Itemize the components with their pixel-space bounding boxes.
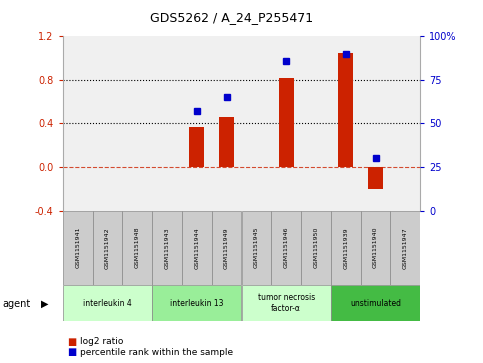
Text: GSM1151946: GSM1151946 (284, 227, 289, 269)
Text: GDS5262 / A_24_P255471: GDS5262 / A_24_P255471 (150, 11, 313, 24)
Text: percentile rank within the sample: percentile rank within the sample (80, 348, 233, 356)
Bar (63, 211, 93, 285)
Text: unstimulated: unstimulated (350, 299, 401, 307)
Bar (331, 285, 420, 321)
Text: GSM1151941: GSM1151941 (75, 227, 80, 269)
Text: GSM1151945: GSM1151945 (254, 227, 259, 269)
Bar (338, 53, 353, 167)
Bar (189, 127, 204, 167)
Text: log2 ratio: log2 ratio (80, 338, 123, 346)
Bar (152, 285, 242, 321)
Text: GSM1151950: GSM1151950 (313, 227, 318, 268)
Text: agent: agent (2, 299, 30, 309)
Bar (242, 211, 271, 285)
Bar (271, 211, 301, 285)
Text: GSM1151940: GSM1151940 (373, 227, 378, 269)
Text: tumor necrosis
factor-α: tumor necrosis factor-α (257, 293, 315, 313)
Bar (390, 211, 420, 285)
Text: GSM1151947: GSM1151947 (403, 227, 408, 269)
Bar (63, 285, 152, 321)
Bar (182, 211, 212, 285)
Bar (122, 211, 152, 285)
Bar (219, 117, 234, 167)
Text: GSM1151949: GSM1151949 (224, 227, 229, 269)
Text: ■: ■ (68, 347, 77, 357)
Text: GSM1151944: GSM1151944 (194, 227, 199, 269)
Bar (301, 211, 331, 285)
Text: interleukin 4: interleukin 4 (83, 299, 132, 307)
Bar (242, 285, 331, 321)
Text: ■: ■ (68, 337, 77, 347)
Bar (361, 211, 390, 285)
Text: ▶: ▶ (41, 299, 49, 309)
Text: GSM1151942: GSM1151942 (105, 227, 110, 269)
Bar (212, 211, 242, 285)
Bar (279, 78, 294, 167)
Text: GSM1151948: GSM1151948 (135, 227, 140, 269)
Bar (331, 211, 361, 285)
Bar (152, 211, 182, 285)
Text: interleukin 13: interleukin 13 (170, 299, 224, 307)
Text: GSM1151939: GSM1151939 (343, 227, 348, 269)
Bar (368, 167, 383, 189)
Bar (93, 211, 122, 285)
Text: GSM1151943: GSM1151943 (165, 227, 170, 269)
